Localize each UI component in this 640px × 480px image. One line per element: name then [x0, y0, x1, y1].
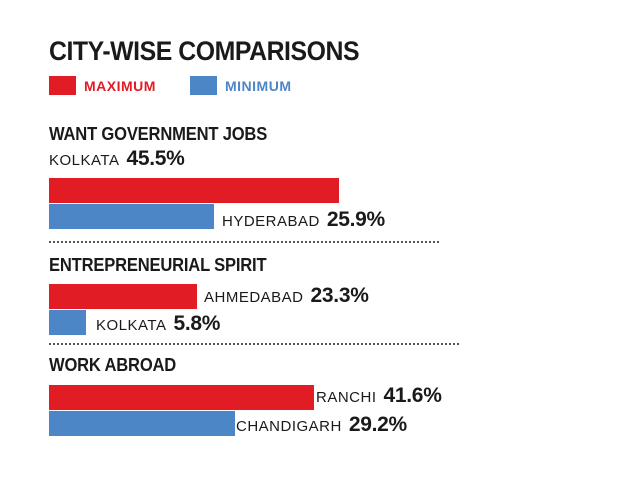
max-label-government-jobs: KOLKATA 45.5% [49, 147, 185, 171]
min-label-entrepreneurial-spirit: KOLKATA 5.8% [96, 312, 220, 336]
bar-max-entrepreneurial-spirit [49, 284, 197, 309]
bar-min-government-jobs [49, 204, 214, 229]
max-label-entrepreneurial-spirit: AHMEDABAD 23.3% [204, 284, 369, 308]
group-title-work-abroad: WORK ABROAD [49, 355, 177, 375]
max-value-government-jobs: 45.5% [126, 147, 185, 170]
max-city-work-abroad: RANCHI [316, 389, 377, 406]
legend-label-minimum: MINIMUM [225, 78, 292, 94]
min-city-entrepreneurial-spirit: KOLKATA [96, 317, 167, 334]
min-value-entrepreneurial-spirit: 5.8% [173, 312, 221, 335]
max-value-work-abroad: 41.6% [383, 384, 442, 407]
min-value-government-jobs: 25.9% [326, 208, 385, 231]
chart-title: CITY-WISE COMPARISONS [49, 36, 360, 66]
bar-max-government-jobs [49, 178, 339, 203]
legend-label-maximum: MAXIMUM [84, 78, 156, 94]
group-title-entrepreneurial-spirit: ENTREPRENEURIAL SPIRIT [49, 255, 267, 275]
max-label-work-abroad: RANCHI 41.6% [316, 384, 442, 408]
bar-min-entrepreneurial-spirit [49, 310, 86, 335]
legend-swatch-minimum [190, 76, 217, 95]
max-city-entrepreneurial-spirit: AHMEDABAD [204, 289, 304, 306]
min-value-work-abroad: 29.2% [348, 413, 407, 436]
legend-swatch-maximum [49, 76, 76, 95]
group-title-government-jobs: WANT GOVERNMENT JOBS [49, 124, 268, 144]
min-city-work-abroad: CHANDIGARH [236, 418, 342, 435]
bar-max-work-abroad [49, 385, 314, 410]
min-label-government-jobs: HYDERABAD 25.9% [222, 208, 385, 232]
bar-min-work-abroad [49, 411, 235, 436]
max-city-government-jobs: KOLKATA [49, 152, 120, 169]
min-city-government-jobs: HYDERABAD [222, 213, 320, 230]
max-value-entrepreneurial-spirit: 23.3% [310, 284, 369, 307]
divider-2 [49, 343, 459, 345]
divider-1 [49, 241, 439, 243]
min-label-work-abroad: CHANDIGARH 29.2% [236, 413, 407, 437]
